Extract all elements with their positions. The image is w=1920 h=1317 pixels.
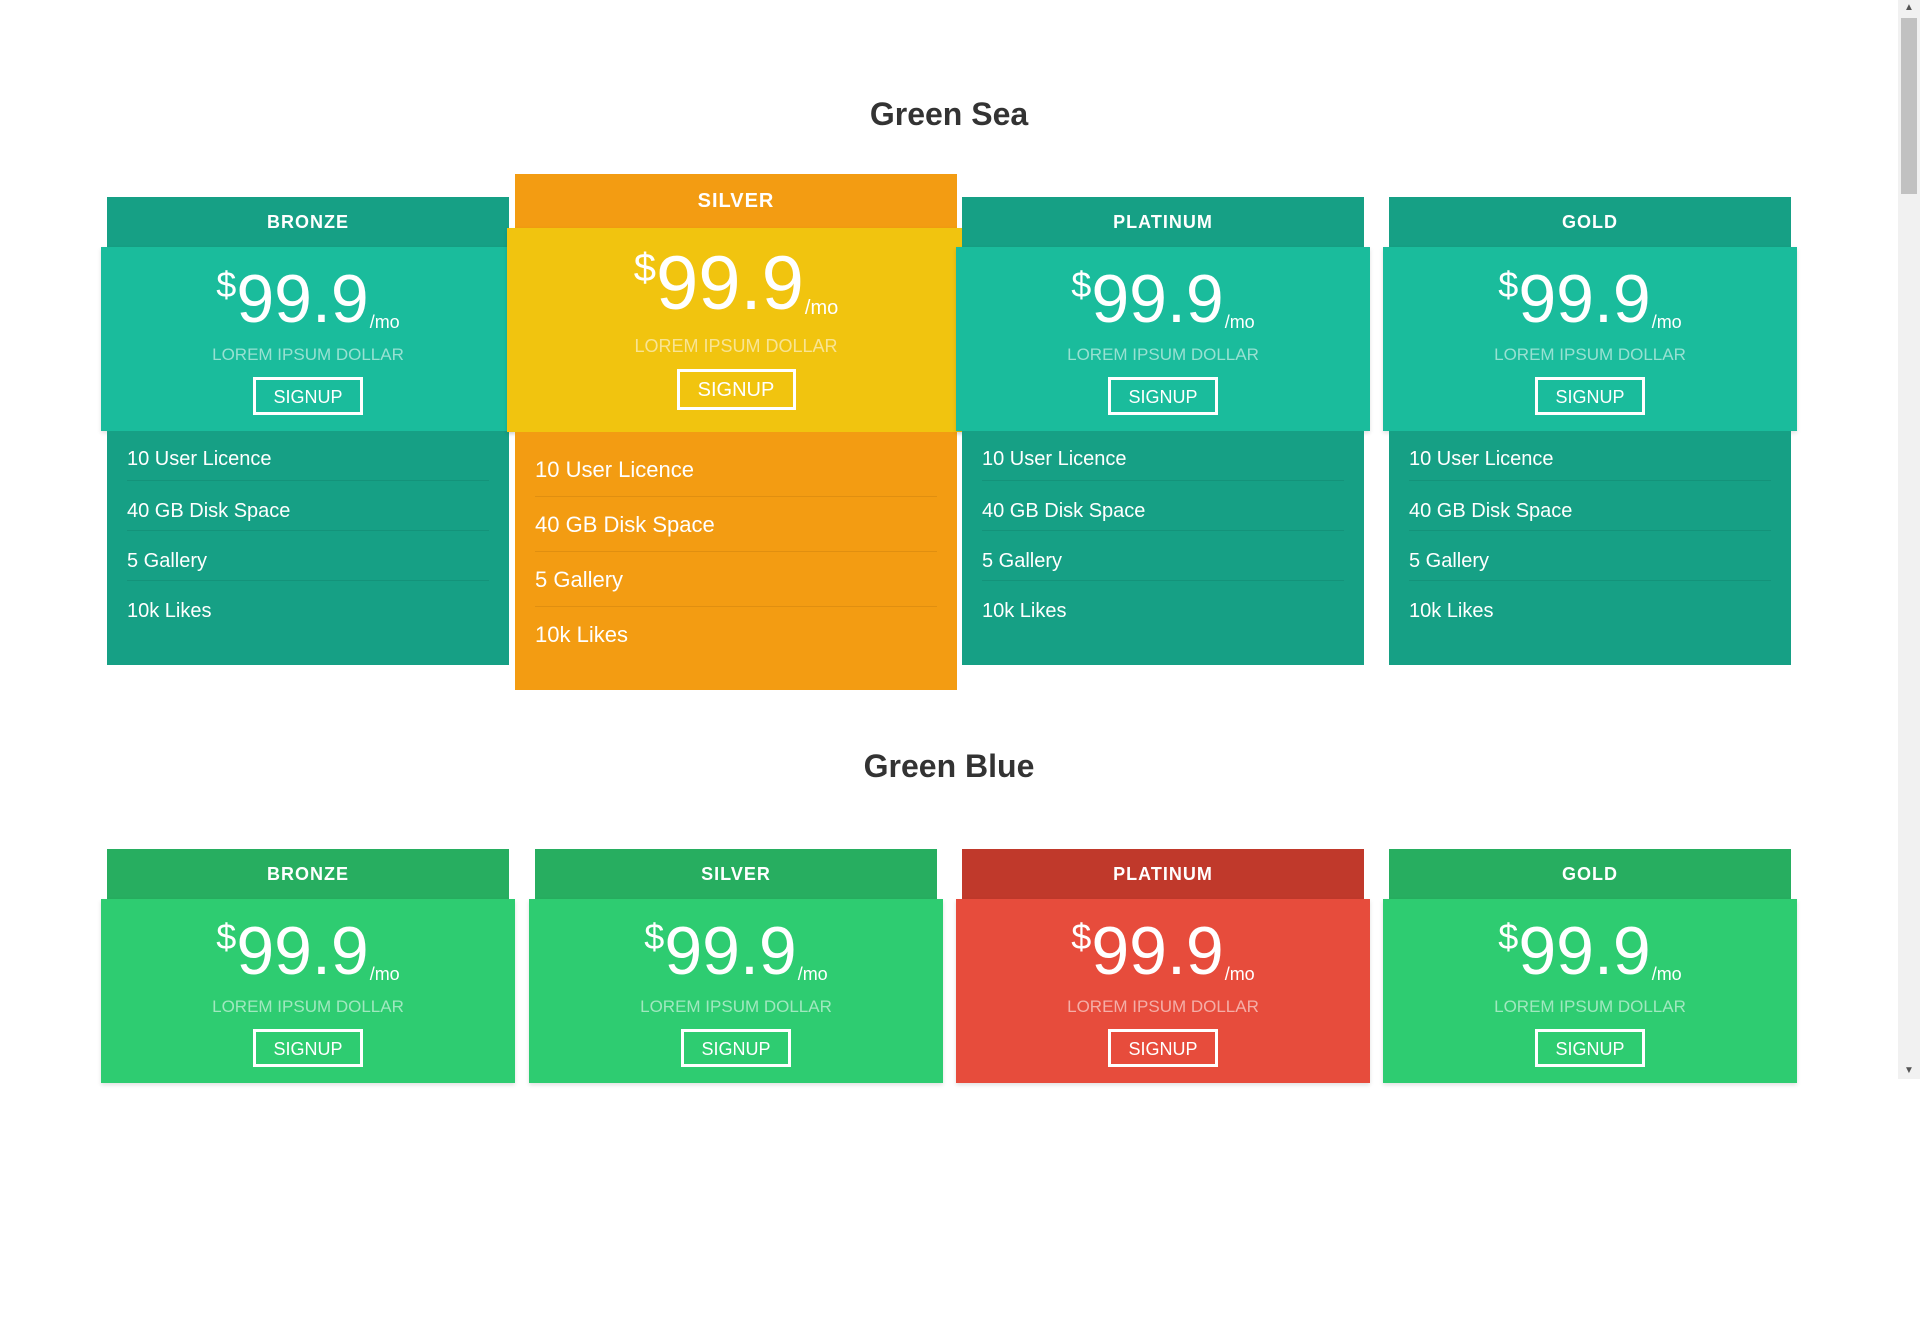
feature-list: 10 User Licence 40 GB Disk Space 5 Galle… [1389,431,1791,665]
pricing-card-gold: GOLD $99.9/mo LOREM IPSUM DOLLAR SIGNUP [1383,849,1797,1317]
pricing-card-platinum: PLATINUM $99.9/mo LOREM IPSUM DOLLAR SIG… [956,197,1370,665]
section-title-green-blue: Green Blue [863,748,1035,784]
feature-list: 10 User Licence 40 GB Disk Space 5 Galle… [962,431,1364,665]
price-box: $99.9/mo LOREM IPSUM DOLLAR SIGNUP [101,899,515,1083]
plan-name: GOLD [1389,849,1791,899]
price: $99.9/mo [1383,917,1797,985]
pricing-card-gold: GOLD $99.9/mo LOREM IPSUM DOLLAR SIGNUP … [1383,197,1797,665]
pricing-card-silver: SILVER $99.9/mo LOREM IPSUM DOLLAR SIGNU… [529,849,943,1317]
feature-item: 10 User Licence [127,431,489,481]
signup-button[interactable]: SIGNUP [676,369,796,410]
feature-item: 5 Gallery [535,552,937,607]
page: Green Sea BRONZE $99.9/mo LOREM IPSUM DO… [101,96,1797,1083]
plan-subtitle: LOREM IPSUM DOLLAR [640,997,832,1016]
pricing-card-platinum-highlight: PLATINUM $99.9/mo LOREM IPSUM DOLLAR SIG… [956,849,1370,1317]
feature-item: 10 User Licence [982,431,1344,481]
feature-list: 10 User Licence 40 GB Disk Space 5 Galle… [515,432,957,690]
plan-name: PLATINUM [962,849,1364,899]
price: $99.9/mo [507,246,965,322]
price-amount: 99.9 [1518,261,1651,337]
feature-item: 10k Likes [127,600,212,622]
plan-subtitle: LOREM IPSUM DOLLAR [1067,997,1259,1016]
currency: $ [644,916,665,957]
scroll-down-arrow-icon[interactable]: ▼ [1904,1065,1914,1076]
feature-item: 10k Likes [982,600,1067,622]
feature-item: 5 Gallery [982,531,1344,581]
price-period: /mo [804,297,839,319]
plan-subtitle: LOREM IPSUM DOLLAR [1067,345,1259,364]
feature-item: 10 User Licence [535,442,937,497]
price-box: $99.9/mo LOREM IPSUM DOLLAR SIGNUP [1383,247,1797,431]
price-amount: 99.9 [1518,913,1651,989]
price: $99.9/mo [529,917,943,985]
signup-button[interactable]: SIGNUP [1535,377,1645,415]
currency: $ [1498,264,1519,305]
feature-item: 10k Likes [535,622,628,647]
price-period: /mo [1651,964,1682,984]
plan-name: BRONZE [107,197,509,247]
feature-list: 10 User Licence 40 GB Disk Space 5 Galle… [107,431,509,665]
feature-item: 40 GB Disk Space [982,481,1344,531]
signup-button[interactable]: SIGNUP [1108,1029,1218,1067]
signup-button[interactable]: SIGNUP [253,1029,363,1067]
currency: $ [216,264,237,305]
price-amount: 99.9 [655,241,804,326]
price-box: $99.9/mo LOREM IPSUM DOLLAR SIGNUP [956,899,1370,1083]
pricing-card-bronze: BRONZE $99.9/mo LOREM IPSUM DOLLAR SIGNU… [101,197,515,665]
plan-name: BRONZE [107,849,509,899]
plan-subtitle: LOREM IPSUM DOLLAR [1494,345,1686,364]
price: $99.9/mo [101,917,515,985]
price-amount: 99.9 [236,913,369,989]
currency: $ [1071,916,1092,957]
price: $99.9/mo [101,265,515,333]
signup-button[interactable]: SIGNUP [1535,1029,1645,1067]
plan-subtitle: LOREM IPSUM DOLLAR [634,336,838,356]
currency: $ [1071,264,1092,305]
plan-name: SILVER [515,174,957,228]
currency: $ [216,916,237,957]
signup-button[interactable]: SIGNUP [253,377,363,415]
plan-name: PLATINUM [962,197,1364,247]
price: $99.9/mo [956,917,1370,985]
price-amount: 99.9 [1091,913,1224,989]
plan-subtitle: LOREM IPSUM DOLLAR [212,345,404,364]
price-period: /mo [369,964,400,984]
price-period: /mo [369,312,400,332]
price-period: /mo [797,964,828,984]
price-box: $99.9/mo LOREM IPSUM DOLLAR SIGNUP [507,228,965,432]
feature-item: 40 GB Disk Space [535,497,937,552]
feature-item: 5 Gallery [1409,531,1771,581]
feature-item: 40 GB Disk Space [127,481,489,531]
price-amount: 99.9 [1091,261,1224,337]
price-amount: 99.9 [236,261,369,337]
feature-item: 10 User Licence [1409,431,1771,481]
price-box: $99.9/mo LOREM IPSUM DOLLAR SIGNUP [529,899,943,1083]
section-title-green-sea: Green Sea [869,96,1029,132]
currency: $ [1498,916,1519,957]
price-period: /mo [1224,312,1255,332]
pricing-card-silver-featured: SILVER $99.9/mo LOREM IPSUM DOLLAR SIGNU… [507,174,965,690]
feature-item: 5 Gallery [127,531,489,581]
plan-subtitle: LOREM IPSUM DOLLAR [212,997,404,1016]
scrollbar-thumb[interactable] [1901,18,1917,194]
price-amount: 99.9 [664,913,797,989]
feature-item: 10k Likes [1409,600,1494,622]
price-period: /mo [1224,964,1255,984]
scroll-up-arrow-icon[interactable]: ▲ [1904,2,1914,13]
price-period: /mo [1651,312,1682,332]
price: $99.9/mo [1383,265,1797,333]
price-box: $99.9/mo LOREM IPSUM DOLLAR SIGNUP [1383,899,1797,1083]
price: $99.9/mo [956,265,1370,333]
plan-name: GOLD [1389,197,1791,247]
price-box: $99.9/mo LOREM IPSUM DOLLAR SIGNUP [101,247,515,431]
price-box: $99.9/mo LOREM IPSUM DOLLAR SIGNUP [956,247,1370,431]
signup-button[interactable]: SIGNUP [681,1029,791,1067]
signup-button[interactable]: SIGNUP [1108,377,1218,415]
plan-name: SILVER [535,849,937,899]
pricing-card-bronze: BRONZE $99.9/mo LOREM IPSUM DOLLAR SIGNU… [101,849,515,1317]
vertical-scrollbar[interactable]: ▲ ▼ [1898,0,1920,1079]
feature-item: 40 GB Disk Space [1409,481,1771,531]
currency: $ [633,246,656,290]
plan-subtitle: LOREM IPSUM DOLLAR [1494,997,1686,1016]
